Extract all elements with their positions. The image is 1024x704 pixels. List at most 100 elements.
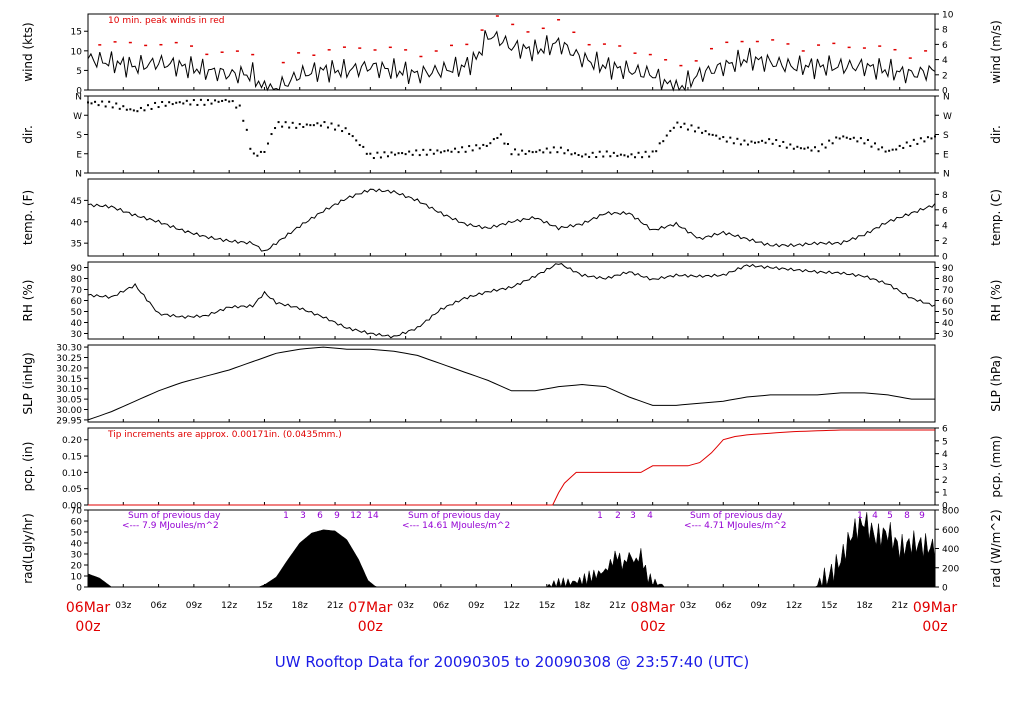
dir-point (514, 148, 517, 151)
dir-point (203, 103, 206, 106)
wind-ylabel-left: wind (kts) (21, 22, 35, 81)
dir-point (577, 154, 580, 157)
dir-point (623, 154, 626, 157)
dir-point (171, 103, 174, 106)
dir-point (524, 152, 527, 155)
dir-point (178, 101, 181, 104)
slp-ytick-label: 30.30 (56, 344, 82, 354)
temp-ytick-label: 40 (71, 218, 83, 228)
dir-point (909, 144, 912, 147)
temp-ytick-label-right: 6 (942, 206, 948, 216)
rad-hour-mark: 6 (317, 511, 323, 521)
dir-ytick-label: S (76, 131, 82, 141)
dir-point (849, 137, 852, 140)
dir-point (859, 137, 862, 140)
dir-point (464, 150, 467, 153)
rh-ytick-label-right: 70 (942, 286, 954, 296)
rh-ytick-label: 70 (71, 286, 83, 296)
dir-point (609, 155, 612, 158)
dir-point (835, 136, 838, 139)
wind-panel (84, 13, 939, 92)
dir-point (446, 149, 449, 152)
temp-ylabel-left: temp. (F) (21, 190, 35, 245)
dir-point (556, 151, 559, 154)
pcp-ytick-label-right: 6 (942, 425, 948, 435)
x-hour-label: 15z (256, 601, 272, 611)
dir-point (881, 146, 884, 149)
dir-point (316, 122, 319, 125)
wind-peak-marker (557, 19, 561, 21)
dir-ylabel-right: dir. (989, 125, 1003, 144)
rad-area (87, 512, 936, 588)
x-hour-label: 15z (821, 601, 837, 611)
dir-point (210, 102, 213, 105)
wind-peak-marker (725, 41, 729, 44)
dir-point (312, 124, 315, 127)
dir-point (888, 149, 891, 152)
wind-peak-marker (465, 43, 469, 46)
x-day-label: 06Mar (66, 600, 110, 616)
dir-point (221, 99, 224, 102)
wind-peak-marker (205, 53, 209, 56)
pcp-ytick-label: 0.05 (62, 485, 82, 495)
dir-point (425, 153, 428, 156)
dir-point (298, 123, 301, 126)
rh-ytick-label-right: 50 (942, 308, 954, 318)
dir-point (895, 148, 898, 151)
temp-ytick-label-right: 4 (942, 222, 948, 232)
dir-point (764, 141, 767, 144)
dir-point (408, 150, 411, 153)
dir-point (701, 131, 704, 134)
dir-point (651, 150, 654, 153)
rad-day-note-title: Sum of previous day (408, 511, 501, 521)
wind-ytick-label-right: 0 (942, 87, 948, 97)
dir-point (418, 154, 421, 157)
dir-point (249, 147, 252, 150)
rad-hour-mark: 3 (630, 511, 636, 521)
dir-point (870, 145, 873, 148)
x-hour-label: 12z (786, 601, 802, 611)
dir-point (598, 150, 601, 153)
rh-ytick-label-right: 60 (942, 297, 954, 307)
dir-point (397, 152, 400, 155)
dir-point (422, 148, 425, 151)
dir-point (831, 142, 834, 145)
x-hour-label: 09z (186, 601, 202, 611)
dir-point (725, 140, 728, 143)
rad-hour-mark: 4 (647, 511, 653, 521)
dir-point (912, 138, 915, 141)
dir-point (619, 153, 622, 156)
x-hour-label: 15z (539, 601, 555, 611)
dir-point (302, 125, 305, 128)
slp-panel (84, 344, 936, 423)
wind-peak-marker (648, 53, 652, 56)
x-day-hour-label: 00z (640, 619, 665, 635)
wind-peak-marker (709, 47, 713, 50)
dir-point (101, 100, 104, 103)
x-hour-label: 21z (892, 601, 908, 611)
wind-peak-marker (572, 31, 576, 34)
dir-point (828, 139, 831, 142)
rad-ytick-label-right: 600 (942, 526, 959, 536)
dir-frame (87, 95, 936, 174)
slp-ytick-label: 30.25 (56, 354, 82, 364)
dir-point (192, 99, 195, 102)
dir-point (337, 124, 340, 127)
rh-ytick-label: 40 (71, 319, 83, 329)
dir-point (439, 151, 442, 154)
pcp-series-line (88, 429, 935, 506)
dir-point (845, 136, 848, 139)
dir-point (489, 142, 492, 145)
dir-point (125, 108, 128, 111)
dir-point (919, 137, 922, 140)
dir-point (916, 142, 919, 145)
wind-peak-marker (144, 44, 148, 47)
dir-point (789, 143, 792, 146)
dir-point (574, 152, 577, 155)
wind-peak-marker (587, 43, 591, 46)
dir-point (708, 133, 711, 136)
rad-hour-mark: 14 (367, 511, 379, 521)
pcp-annotation: Tip increments are approx. 0.00171in. (0… (107, 430, 342, 440)
dir-point (542, 151, 545, 154)
dir-point (270, 133, 273, 136)
